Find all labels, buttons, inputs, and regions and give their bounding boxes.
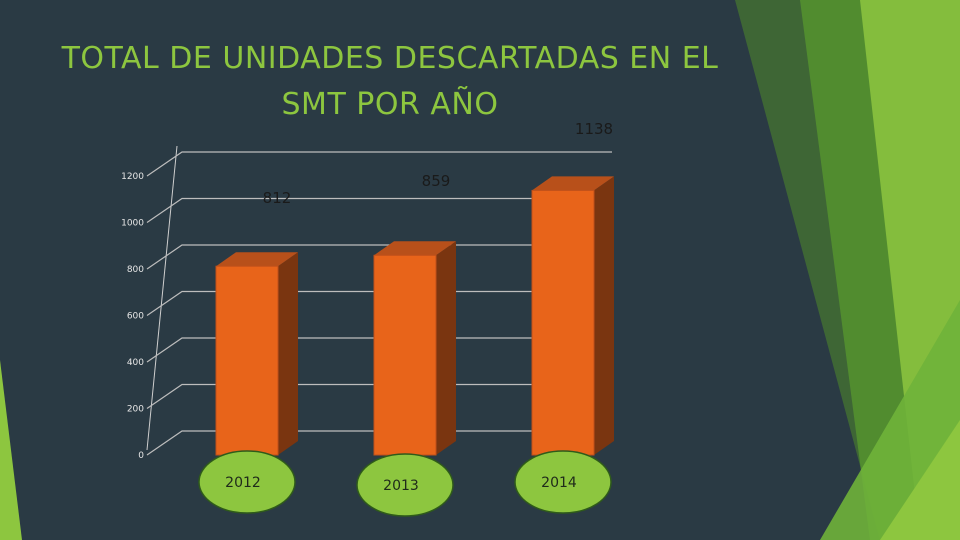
x-tick-label: 2014	[541, 475, 577, 491]
back-wall-edge	[146, 145, 178, 451]
gridline	[146, 383, 612, 409]
x-label-2014: 2014	[514, 450, 612, 514]
y-tick-label: 400	[127, 358, 144, 368]
y-tick-label: 1200	[121, 172, 144, 182]
data-labels: 812 859 1138	[263, 120, 613, 207]
y-tick-label: 0	[138, 451, 144, 461]
x-axis-labels: 2012 2013 2014	[198, 450, 612, 517]
bar-side	[436, 241, 456, 455]
bar-front	[215, 265, 279, 456]
x-label-2013: 2013	[356, 453, 454, 517]
data-label: 859	[422, 172, 451, 190]
bar-front	[373, 254, 437, 456]
bar-front	[531, 189, 595, 456]
bar-2012	[215, 252, 298, 456]
gridline	[146, 197, 612, 223]
y-axis-ticks: 0 200 400 600 800 1000 1200	[121, 172, 144, 461]
chart-grid	[146, 145, 612, 456]
y-tick-label: 1000	[121, 219, 144, 229]
slide-title: TOTAL DE UNIDADES DESCARTADAS EN EL SMT …	[61, 41, 719, 122]
gridline	[146, 430, 612, 456]
bar-2014	[531, 176, 614, 456]
bar-top	[216, 252, 298, 267]
chart-bars	[215, 176, 614, 456]
x-tick-label: 2012	[225, 475, 261, 491]
x-label-ellipse	[514, 450, 612, 514]
bar-top	[374, 241, 456, 256]
bar-top	[532, 176, 614, 191]
x-label-ellipse	[198, 450, 296, 514]
gridline	[146, 337, 612, 363]
gridline	[146, 290, 612, 316]
y-tick-label: 200	[127, 405, 144, 415]
gridline	[146, 244, 612, 270]
x-tick-label: 2013	[383, 478, 419, 494]
x-label-2012: 2012	[198, 450, 296, 514]
bar-side	[594, 176, 614, 456]
y-tick-label: 600	[127, 312, 144, 322]
y-tick-label: 800	[127, 265, 144, 275]
data-label: 1138	[575, 120, 613, 138]
bar-2013	[373, 241, 456, 456]
bar-side	[278, 252, 298, 455]
data-label: 812	[263, 189, 292, 207]
gridline	[146, 151, 612, 177]
x-label-ellipse	[356, 453, 454, 517]
